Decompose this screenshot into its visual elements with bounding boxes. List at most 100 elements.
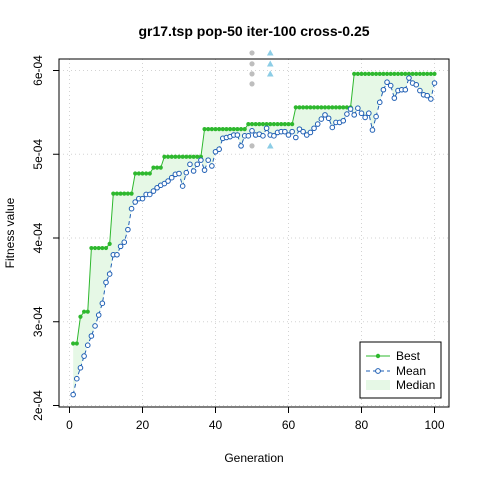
- best-point-40: [213, 127, 218, 132]
- mean-point-67: [311, 125, 317, 132]
- mean-point-37: [201, 167, 208, 173]
- mean-point-14: [117, 243, 124, 250]
- best-point-26: [162, 154, 167, 159]
- best-point-22: [147, 171, 152, 176]
- outlier-triangle-55-3: [266, 49, 274, 56]
- outlier-circle-50-1: [249, 81, 255, 87]
- best-point-74: [337, 105, 342, 110]
- legend-median-swatch: [366, 380, 390, 390]
- outlier-circle-50-3: [249, 61, 255, 67]
- best-point-8: [96, 245, 101, 251]
- mean-point-92: [402, 86, 409, 93]
- best-point-81: [363, 71, 368, 76]
- mean-point-17: [128, 205, 135, 212]
- x-tick-label-5: 100: [424, 418, 444, 432]
- best-point-14: [118, 191, 123, 196]
- mean-series-layer: [70, 75, 438, 398]
- mean-point-35: [194, 161, 201, 168]
- mean-point-8: [95, 312, 102, 318]
- best-point-33: [187, 154, 193, 159]
- chart-title: gr17.tsp pop-50 iter-100 cross-0.25: [138, 23, 369, 39]
- mean-point-49: [245, 133, 252, 139]
- mean-point-85: [376, 99, 383, 106]
- best-point-11: [107, 241, 112, 246]
- best-point-47: [238, 127, 244, 132]
- outlier-triangle-55-1: [266, 70, 274, 77]
- best-point-59: [282, 122, 287, 127]
- best-point-68: [315, 105, 320, 110]
- mean-point-70: [322, 112, 328, 118]
- best-point-67: [311, 105, 317, 110]
- mean-point-54: [263, 125, 270, 132]
- mean-line: [72, 76, 435, 395]
- best-point-96: [417, 71, 422, 76]
- best-point-10: [103, 245, 109, 251]
- mean-point-81: [362, 114, 368, 121]
- best-point-27: [165, 154, 171, 159]
- mean-point-99: [428, 96, 434, 102]
- mean-point-72: [329, 124, 336, 131]
- mean-point-7: [92, 323, 98, 329]
- mean-point-68: [314, 121, 321, 127]
- outlier-triangle-55-0: [266, 142, 274, 149]
- best-point-18: [133, 171, 138, 176]
- best-point-87: [384, 71, 390, 76]
- best-point-2: [74, 341, 79, 346]
- y-tick-label-4: 6e-04: [31, 55, 45, 86]
- y-tick-label-1: 3e-04: [31, 306, 45, 337]
- mean-point-62: [293, 134, 299, 141]
- best-point-98: [425, 71, 430, 76]
- best-point-91: [399, 71, 404, 76]
- mean-point-16: [125, 226, 131, 233]
- y-tick-label-2: 4e-04: [31, 222, 45, 253]
- best-point-70: [322, 105, 328, 110]
- mean-point-78: [351, 112, 358, 118]
- best-point-55: [268, 122, 273, 127]
- mean-point-38: [205, 157, 211, 163]
- best-point-89: [392, 71, 397, 76]
- best-point-4: [82, 309, 87, 314]
- x-tick-label-1: 20: [136, 418, 150, 432]
- mean-point-26: [161, 180, 168, 187]
- best-point-100: [432, 71, 437, 76]
- best-point-9: [100, 245, 105, 251]
- mean-point-66: [307, 129, 314, 136]
- best-point-31: [180, 154, 185, 159]
- best-point-95: [414, 71, 419, 76]
- best-point-43: [224, 127, 229, 132]
- best-point-41: [217, 127, 222, 132]
- best-point-62: [293, 105, 298, 110]
- best-point-50: [249, 122, 255, 127]
- x-tick-label-2: 40: [209, 418, 223, 432]
- x-axis: 0 20 40 60 80 100: [66, 406, 445, 432]
- mean-point-96: [417, 87, 423, 94]
- mean-point-34: [190, 168, 197, 174]
- best-point-80: [359, 71, 364, 76]
- mean-point-56: [271, 133, 277, 139]
- mean-point-63: [296, 126, 303, 132]
- best-point-64: [301, 105, 306, 110]
- legend: Best Mean Median: [359, 341, 442, 399]
- mean-point-61: [289, 128, 295, 135]
- y-axis-label: Fitness value: [3, 197, 17, 268]
- mean-point-32: [183, 169, 190, 176]
- best-point-52: [257, 122, 262, 127]
- mean-point-53: [260, 133, 266, 139]
- best-point-16: [125, 191, 130, 196]
- outlier-circle-50-4: [249, 50, 255, 56]
- x-tick-label-3: 60: [282, 418, 296, 432]
- mean-point-93: [406, 75, 412, 81]
- best-point-99: [428, 71, 433, 76]
- mean-point-41: [216, 146, 222, 153]
- legend-best-label: Best: [396, 349, 421, 363]
- mean-point-31: [179, 183, 186, 189]
- best-point-35: [195, 154, 200, 159]
- best-point-60: [286, 122, 291, 127]
- outlier-layer: [249, 49, 274, 149]
- best-point-53: [260, 122, 266, 127]
- best-point-13: [114, 191, 120, 196]
- best-point-79: [355, 71, 360, 76]
- mean-point-79: [355, 105, 361, 111]
- mean-point-10: [103, 279, 109, 286]
- best-point-21: [144, 171, 149, 176]
